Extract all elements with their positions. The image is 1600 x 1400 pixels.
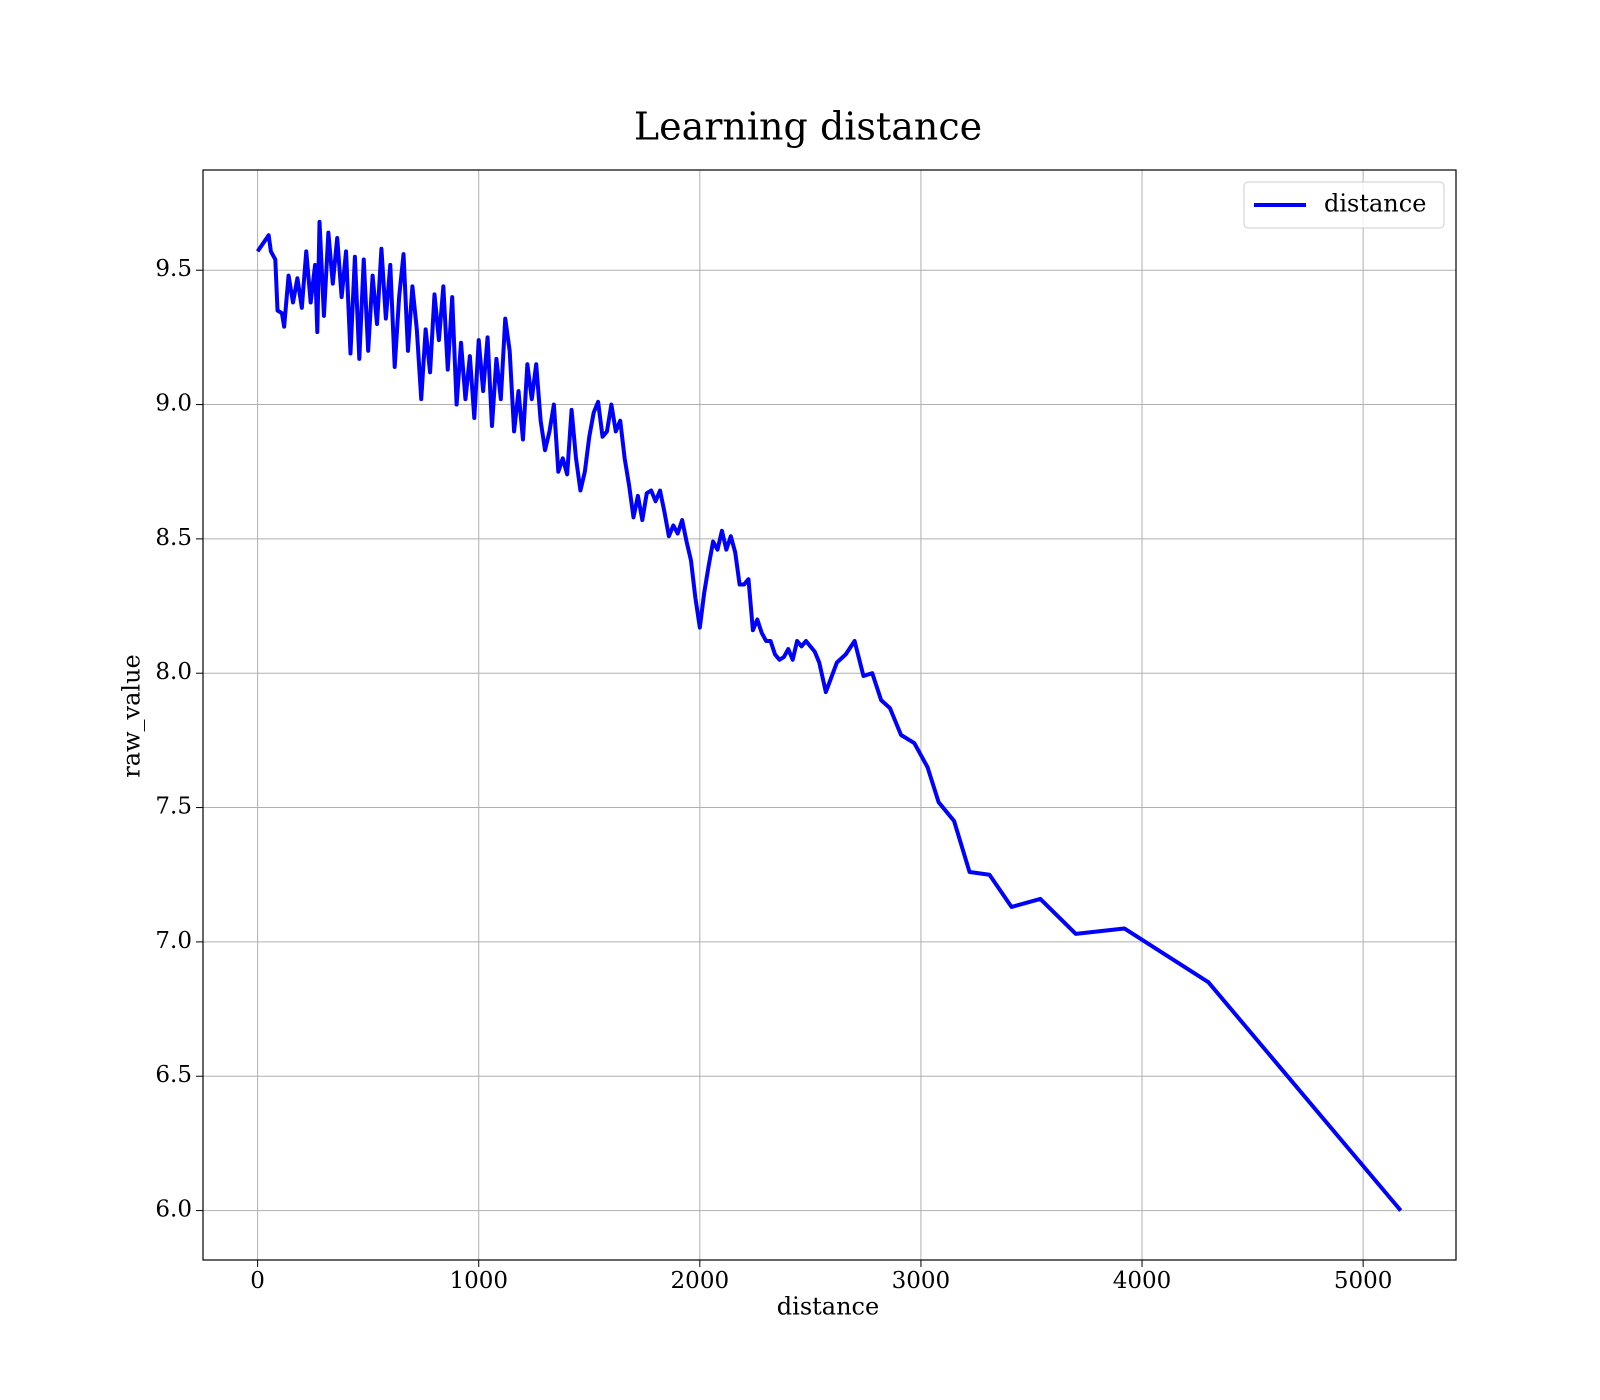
plot-frame xyxy=(202,169,1457,1261)
y-tick-label: 6.5 xyxy=(155,1062,192,1088)
x-axis-label: distance xyxy=(777,1293,879,1321)
legend-label: distance xyxy=(1324,190,1426,218)
chart-title: Learning distance xyxy=(634,105,982,149)
y-tick-label: 9.5 xyxy=(155,256,192,282)
x-tick-label: 2000 xyxy=(671,1268,730,1294)
x-tick-label: 4000 xyxy=(1113,1268,1172,1294)
y-tick-label: 7.5 xyxy=(155,794,192,820)
legend-box xyxy=(1243,181,1445,229)
y-tick-label: 8.5 xyxy=(155,525,192,551)
data-line xyxy=(255,219,1403,1212)
y-tick-label: 9.0 xyxy=(155,391,192,417)
x-tick-label: 5000 xyxy=(1334,1268,1393,1294)
x-tick-label: 1000 xyxy=(449,1268,508,1294)
y-axis-label: raw_value xyxy=(118,654,146,778)
x-tick-label: 3000 xyxy=(892,1268,951,1294)
legend: distance xyxy=(1243,181,1445,229)
x-tick-label: 0 xyxy=(250,1268,265,1294)
y-tick-label: 7.0 xyxy=(155,928,192,954)
y-tick-label: 6.0 xyxy=(155,1197,192,1223)
y-tick-label: 8.0 xyxy=(155,659,192,685)
